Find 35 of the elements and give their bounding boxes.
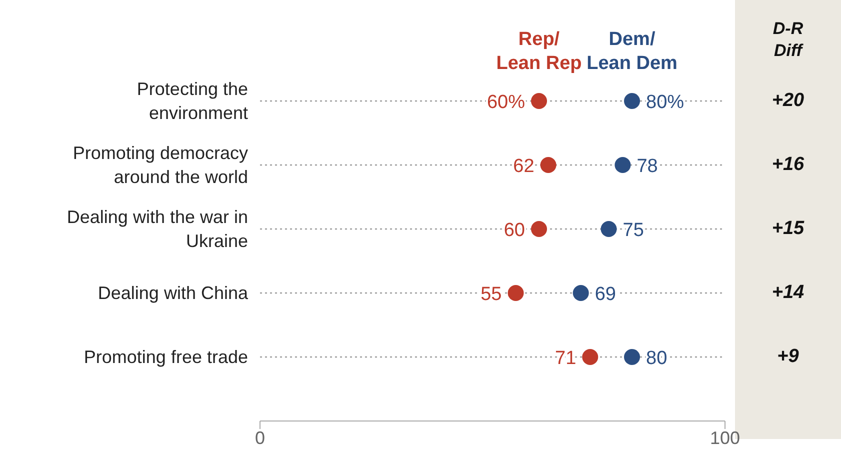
text: +16 [770,154,806,176]
y-tick-label: Promoting free trade [84,347,248,367]
text: +15 [770,218,806,240]
point [600,221,617,237]
point [531,221,547,237]
point [508,285,524,301]
point [614,157,631,173]
data-label: 62 [513,156,534,177]
point [624,349,640,365]
data-label: 80 [646,348,668,369]
text: +20 [770,90,806,112]
y-tick-label: Protecting the environment [136,79,248,123]
text: +9 [776,346,800,368]
text: +14 [770,282,806,304]
data-label: 78 [636,156,658,177]
data-label: 75 [622,220,644,241]
point [572,285,589,301]
data-label: 80% [646,92,684,113]
data-label: 55 [480,284,502,305]
text: D-R Diff [772,18,804,62]
y-tick-label: Promoting democracy around the world [72,143,248,187]
text: Dem/ Lean Dem [586,29,678,74]
point [582,349,598,365]
point [540,157,556,173]
point [531,93,547,109]
data-label: 60 [504,220,525,241]
y-tick-label: Dealing with China [98,283,249,303]
text: Rep/ Lean Rep [496,29,582,74]
x-tick-label: 0 [254,428,266,448]
point [624,93,640,109]
data-label: 69 [594,284,616,305]
data-label: 60% [486,92,526,113]
x-tick-label: 100 [710,428,740,448]
y-tick-label: Dealing with the war in Ukraine [66,207,248,251]
data-label: 71 [555,348,576,369]
